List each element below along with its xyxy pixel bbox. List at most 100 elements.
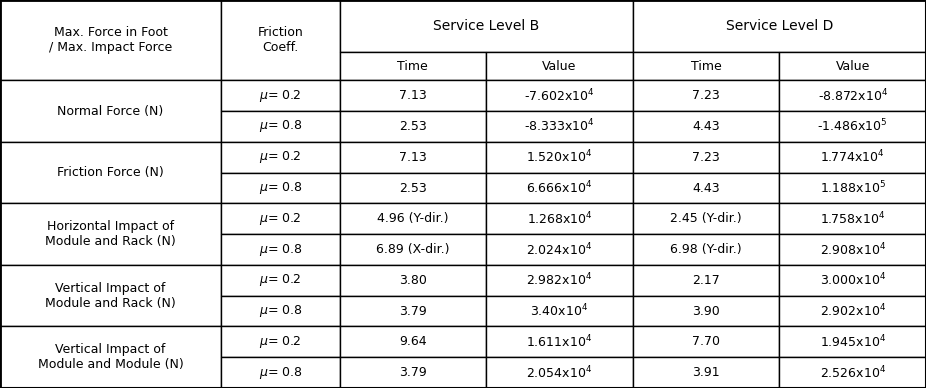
Bar: [780, 173, 926, 203]
Bar: [780, 111, 926, 142]
Text: -7.602x10$^{4}$: -7.602x10$^{4}$: [524, 87, 594, 104]
Text: 2.908x10$^{4}$: 2.908x10$^{4}$: [820, 241, 886, 258]
Text: 1.774x10$^{4}$: 1.774x10$^{4}$: [820, 149, 885, 166]
Text: 4.96 (Y-dir.): 4.96 (Y-dir.): [377, 212, 448, 225]
Bar: [780, 265, 926, 296]
Text: Service Level D: Service Level D: [726, 19, 833, 33]
Bar: [632, 296, 780, 326]
Text: Time: Time: [397, 60, 428, 73]
Text: $\mathit{\mu}$= 0.8: $\mathit{\mu}$= 0.8: [258, 118, 302, 135]
Bar: [221, 173, 340, 203]
Bar: [340, 296, 486, 326]
Bar: [486, 326, 632, 357]
Text: 3.91: 3.91: [693, 366, 720, 379]
Bar: [780, 326, 926, 357]
Text: 2.45 (Y-dir.): 2.45 (Y-dir.): [670, 212, 742, 225]
Text: -1.486x10$^{5}$: -1.486x10$^{5}$: [818, 118, 888, 135]
Text: Vertical Impact of
Module and Rack (N): Vertical Impact of Module and Rack (N): [45, 282, 176, 310]
Text: $\mathit{\mu}$= 0.2: $\mathit{\mu}$= 0.2: [259, 149, 302, 165]
Bar: [632, 357, 780, 388]
Bar: [221, 111, 340, 142]
Text: 2.53: 2.53: [399, 120, 427, 133]
Bar: [780, 234, 926, 265]
Bar: [486, 203, 632, 234]
Text: 1.188x10$^{5}$: 1.188x10$^{5}$: [820, 180, 885, 196]
Text: 6.89 (X-dir.): 6.89 (X-dir.): [376, 243, 450, 256]
Bar: [486, 142, 632, 173]
Text: 7.70: 7.70: [692, 335, 720, 348]
Text: 7.23: 7.23: [693, 89, 720, 102]
Bar: [780, 52, 926, 80]
Text: 3.79: 3.79: [399, 305, 427, 318]
Bar: [632, 52, 780, 80]
Bar: [632, 111, 780, 142]
Bar: [340, 0, 632, 52]
Text: -8.872x10$^{4}$: -8.872x10$^{4}$: [818, 87, 888, 104]
Bar: [340, 80, 486, 111]
Bar: [340, 326, 486, 357]
Bar: [340, 234, 486, 265]
Bar: [221, 142, 340, 173]
Text: 1.758x10$^{4}$: 1.758x10$^{4}$: [820, 210, 885, 227]
Text: 6.666x10$^{4}$: 6.666x10$^{4}$: [526, 180, 593, 196]
Text: 7.13: 7.13: [399, 151, 427, 164]
Text: 6.98 (Y-dir.): 6.98 (Y-dir.): [670, 243, 742, 256]
Text: Vertical Impact of
Module and Module (N): Vertical Impact of Module and Module (N): [38, 343, 183, 371]
Bar: [0, 326, 221, 388]
Bar: [221, 0, 340, 80]
Bar: [780, 203, 926, 234]
Text: Time: Time: [691, 60, 721, 73]
Bar: [0, 142, 221, 203]
Bar: [780, 80, 926, 111]
Text: 3.90: 3.90: [693, 305, 720, 318]
Text: Value: Value: [543, 60, 577, 73]
Bar: [340, 265, 486, 296]
Bar: [340, 357, 486, 388]
Bar: [486, 80, 632, 111]
Bar: [340, 142, 486, 173]
Text: 2.054x10$^{4}$: 2.054x10$^{4}$: [526, 364, 593, 381]
Text: 3.40x10$^{4}$: 3.40x10$^{4}$: [531, 303, 589, 319]
Bar: [221, 234, 340, 265]
Bar: [221, 326, 340, 357]
Text: 9.64: 9.64: [399, 335, 427, 348]
Bar: [780, 296, 926, 326]
Text: $\mathit{\mu}$= 0.2: $\mathit{\mu}$= 0.2: [259, 211, 302, 227]
Bar: [486, 234, 632, 265]
Bar: [632, 203, 780, 234]
Bar: [632, 0, 926, 52]
Text: Horizontal Impact of
Module and Rack (N): Horizontal Impact of Module and Rack (N): [45, 220, 176, 248]
Text: 1.268x10$^{4}$: 1.268x10$^{4}$: [527, 210, 593, 227]
Text: $\mathit{\mu}$= 0.8: $\mathit{\mu}$= 0.8: [258, 303, 302, 319]
Bar: [780, 142, 926, 173]
Text: 1.945x10$^{4}$: 1.945x10$^{4}$: [820, 334, 886, 350]
Bar: [632, 173, 780, 203]
Bar: [340, 173, 486, 203]
Bar: [221, 357, 340, 388]
Text: 2.902x10$^{4}$: 2.902x10$^{4}$: [820, 303, 886, 319]
Bar: [632, 234, 780, 265]
Bar: [486, 265, 632, 296]
Text: 2.024x10$^{4}$: 2.024x10$^{4}$: [526, 241, 593, 258]
Bar: [340, 52, 486, 80]
Bar: [780, 357, 926, 388]
Bar: [221, 80, 340, 111]
Bar: [0, 0, 221, 80]
Text: 2.982x10$^{4}$: 2.982x10$^{4}$: [526, 272, 593, 289]
Text: $\mathit{\mu}$= 0.8: $\mathit{\mu}$= 0.8: [258, 180, 302, 196]
Text: 4.43: 4.43: [693, 120, 720, 133]
Text: 2.526x10$^{4}$: 2.526x10$^{4}$: [820, 364, 886, 381]
Text: Max. Force in Foot
/ Max. Impact Force: Max. Force in Foot / Max. Impact Force: [49, 26, 172, 54]
Text: 2.53: 2.53: [399, 182, 427, 194]
Bar: [486, 173, 632, 203]
Bar: [0, 203, 221, 265]
Text: Normal Force (N): Normal Force (N): [57, 105, 164, 118]
Text: 7.13: 7.13: [399, 89, 427, 102]
Text: -8.333x10$^{4}$: -8.333x10$^{4}$: [524, 118, 594, 135]
Bar: [486, 357, 632, 388]
Bar: [486, 111, 632, 142]
Bar: [632, 265, 780, 296]
Text: $\mathit{\mu}$= 0.2: $\mathit{\mu}$= 0.2: [259, 272, 302, 288]
Text: 3.000x10$^{4}$: 3.000x10$^{4}$: [820, 272, 886, 289]
Text: 3.79: 3.79: [399, 366, 427, 379]
